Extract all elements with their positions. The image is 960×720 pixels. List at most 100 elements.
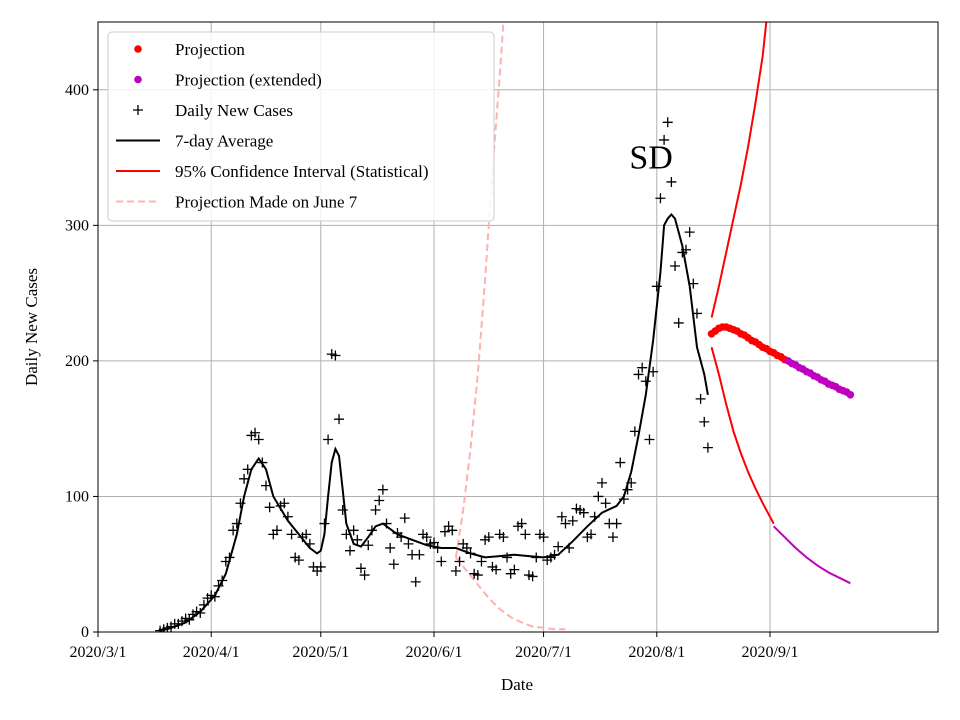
daily-case-point [622, 484, 633, 495]
projection-point [846, 390, 855, 399]
axes-frame [97, 21, 939, 633]
daily-case-point [334, 414, 345, 425]
x-tick-label: 2020/4/1 [183, 644, 240, 661]
daily-case-point [403, 538, 414, 549]
95-ci-lower-extended--line [772, 525, 851, 585]
daily-case-point [593, 491, 604, 502]
daily-case-point [578, 507, 589, 518]
daily-case-point [450, 566, 461, 576]
daily-case-point [410, 576, 421, 587]
daily-case-point [261, 480, 271, 491]
daily-case-point [323, 434, 334, 445]
daily-case-point [228, 525, 239, 536]
daily-case-point [366, 525, 377, 536]
daily-case-point [239, 473, 250, 484]
y-tick-label: 0 [81, 624, 89, 641]
legend-label-ci: 95% Confidence Interval (Statistical) [175, 162, 429, 181]
daily-case-point [688, 278, 699, 289]
daily-case-point [611, 518, 622, 529]
daily-case-point [257, 457, 268, 468]
annotation-sd: SD [629, 139, 672, 176]
daily-case-point [217, 575, 228, 586]
daily-case-point [564, 542, 575, 553]
daily-case-point [491, 564, 502, 575]
daily-case-point [520, 529, 531, 540]
daily-case-point [629, 426, 640, 437]
daily-case-point [377, 484, 388, 495]
daily-case-point [586, 529, 597, 540]
daily-case-point [374, 495, 385, 506]
daily-case-point [476, 556, 487, 567]
95-ci-lower-line [710, 347, 775, 525]
daily-case-point [195, 608, 206, 619]
legend-label-projection_ext: Projection (extended) [175, 71, 322, 90]
daily-case-point [345, 545, 355, 556]
daily-case-point [498, 532, 509, 543]
daily-case-point [699, 416, 710, 427]
daily-case-point [666, 176, 677, 187]
daily-case-point [553, 541, 564, 552]
daily-case-point [637, 362, 648, 373]
daily-case-point [670, 261, 681, 271]
daily-case-point [502, 552, 513, 563]
daily-case-point [341, 529, 352, 540]
daily-case-point [509, 564, 520, 575]
daily-case-point [483, 532, 494, 543]
daily-case-point [626, 477, 637, 488]
daily-case-point [213, 580, 224, 591]
daily-case-point [363, 540, 374, 551]
daily-case-point [264, 502, 275, 513]
x-tick-label: 2020/3/1 [70, 644, 127, 661]
june7-projection-line [455, 556, 566, 631]
ticks: 2020/3/1 2020/4/1 2020/5/1 2020/6/1 2020/7/1… [65, 82, 798, 661]
daily-case-point [556, 511, 567, 522]
y-tick-label: 100 [65, 488, 89, 505]
daily-case-point [644, 434, 655, 445]
y-axis-label: Daily New Cases [22, 268, 41, 386]
daily-case-point [600, 498, 611, 509]
daily-case-point [271, 525, 282, 536]
daily-case-point [655, 193, 666, 204]
daily-case-point [330, 350, 341, 361]
daily-case-point [659, 134, 670, 145]
daily-case-point [597, 477, 607, 488]
daily-case-point [352, 534, 363, 545]
daily-case-point [681, 244, 691, 255]
daily-case-point [538, 532, 549, 543]
daily-case-point [633, 369, 644, 380]
daily-case-point [319, 518, 330, 529]
daily-case-point [301, 529, 312, 540]
daily-case-point [662, 117, 673, 128]
daily-case-point [472, 570, 483, 581]
daily-case-point [702, 442, 713, 453]
daily-case-point [388, 559, 399, 570]
daily-case-point [250, 427, 261, 438]
daily-case-point [527, 571, 538, 582]
daily-case-point [454, 556, 465, 567]
daily-case-point [436, 556, 447, 567]
daily-case-point [531, 552, 542, 563]
daily-case-point [607, 532, 618, 543]
daily-case-point [516, 518, 527, 529]
daily-case-point [209, 591, 220, 602]
daily-case-point [385, 542, 396, 553]
daily-case-point [396, 532, 407, 543]
x-tick-label: 2020/8/1 [628, 644, 685, 661]
daily-case-point [560, 518, 571, 529]
daily-case-point [684, 227, 695, 238]
daily-case-point [421, 532, 432, 543]
x-axis-label: Date [501, 675, 533, 694]
daily-case-point [253, 434, 264, 445]
x-tick-label: 2020/5/1 [292, 644, 349, 661]
daily-case-point [439, 526, 450, 537]
legend-marker-plus [133, 105, 143, 115]
y-tick-label: 400 [65, 82, 89, 99]
daily-case-point [224, 552, 235, 563]
legend-marker-dot [134, 75, 142, 84]
95-ci-upper-line [710, 22, 768, 318]
daily-case-point [282, 511, 293, 522]
plot-area [155, 22, 855, 632]
daily-case-point [465, 548, 476, 559]
daily-case-point [198, 599, 209, 610]
